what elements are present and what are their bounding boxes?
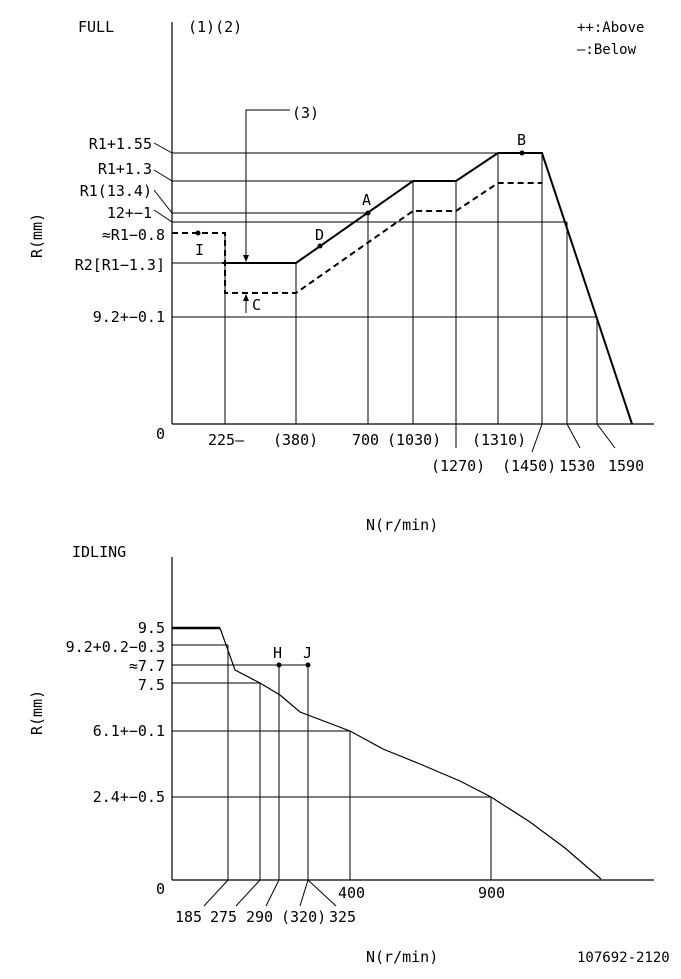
idling-chart: IDLING R(mm) N(r/min) 0 9.5 9.2+0.2−0.3 … — [28, 543, 654, 966]
full-point-b: B — [517, 131, 526, 149]
idling-origin: 0 — [156, 880, 165, 898]
idling-ylabel-6-1: 6.1+−0.1 — [93, 722, 165, 740]
full-note-3: (3) — [292, 104, 319, 122]
idling-x-reference-lines — [203, 645, 492, 907]
full-ylabel-r1-155: R1+1.55 — [89, 135, 152, 153]
full-ylabel-r2: R2[R1−1.3] — [75, 256, 165, 274]
idling-ylabel-7-7: ≈7.7 — [129, 657, 165, 675]
full-xlabel-380: (380) — [273, 431, 318, 449]
full-y-axis-label: R(mm) — [28, 213, 46, 258]
idling-point-j: J — [303, 644, 312, 662]
full-xlabel-1270: (1270) — [431, 457, 485, 475]
annotation-3-leader — [245, 109, 290, 313]
idling-point-h: H — [273, 644, 282, 662]
document-id: 107692-2120 — [577, 950, 670, 966]
legend-above: ++:Above — [577, 20, 644, 36]
idling-xlabel-325: 325 — [329, 908, 356, 926]
arrow-up-icon — [243, 294, 249, 301]
arrow-down-icon — [243, 255, 249, 262]
full-curve-dashed — [172, 182, 542, 294]
full-xlabel-1310: (1310) — [472, 431, 526, 449]
full-xlabel-1530: 1530 — [559, 457, 595, 475]
full-ylabel-r1-08: ≈R1−0.8 — [102, 226, 165, 244]
idling-xlabel-275: 275 — [210, 908, 237, 926]
full-title: FULL — [78, 18, 114, 36]
full-x-axis-label: N(r/min) — [366, 516, 438, 534]
full-point-c: C — [252, 296, 261, 314]
idling-xlabel-185: 185 — [175, 908, 202, 926]
full-ylabel-12-1: 12+−1 — [107, 204, 152, 222]
full-chart: FULL (1)(2) (3) ++:Above —:Below R(mm) N… — [28, 18, 654, 534]
full-xlabel-225: 225— — [208, 431, 245, 449]
idling-curve — [219, 627, 602, 880]
full-origin: 0 — [156, 425, 165, 443]
idling-x-axis-label: N(r/min) — [366, 948, 438, 966]
full-ylabel-r1-134: R1(13.4) — [80, 182, 152, 200]
full-xlabel-700: 700 — [352, 431, 379, 449]
full-xlabel-1590: 1590 — [608, 457, 644, 475]
idling-y-axis-label: R(mm) — [28, 690, 46, 735]
idling-ylabel-9-5: 9.5 — [138, 619, 165, 637]
full-curve-solid — [222, 152, 633, 425]
full-xlabel-1450: (1450) — [502, 457, 556, 475]
idling-y-reference-lines — [172, 644, 491, 798]
full-ylabel-r1-13: R1+1.3 — [98, 160, 152, 178]
idling-xlabel-900: 900 — [478, 884, 505, 902]
full-point-i: I — [195, 241, 204, 259]
idling-xlabel-320: (320) — [281, 908, 326, 926]
idling-point-markers — [276, 662, 311, 668]
idling-title: IDLING — [72, 543, 126, 561]
idling-xlabel-290: 290 — [246, 908, 273, 926]
idling-xlabel-400: 400 — [338, 884, 365, 902]
full-y-reference-lines — [153, 142, 597, 318]
full-point-markers — [195, 150, 525, 249]
full-notes-12: (1)(2) — [188, 18, 242, 36]
idling-ylabel-9-2: 9.2+0.2−0.3 — [66, 638, 165, 656]
full-ylabel-9-2: 9.2+−0.1 — [93, 308, 165, 326]
full-point-a: A — [362, 191, 371, 209]
idling-ylabel-7-5: 7.5 — [138, 676, 165, 694]
idling-ylabel-2-4: 2.4+−0.5 — [93, 788, 165, 806]
full-point-d: D — [315, 226, 324, 244]
legend-below: —:Below — [577, 42, 637, 58]
full-xlabel-1030: (1030) — [387, 431, 441, 449]
full-x-reference-lines — [224, 153, 616, 453]
